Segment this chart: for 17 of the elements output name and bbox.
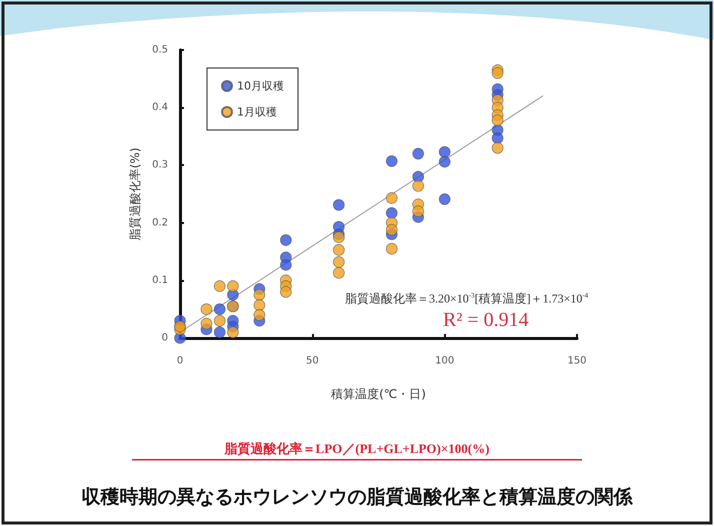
y-axis-title: 脂質過酸化率(%): [128, 148, 142, 240]
x-tick-label: 50: [306, 356, 319, 366]
y-tick-label: 0.4: [152, 102, 168, 114]
annotation: R² = 0.914: [443, 309, 529, 331]
x-tick-label: 100: [435, 356, 454, 366]
x-tick-label: 0: [176, 356, 184, 366]
text: 収穫時期の異なるホウレンソウの脂質過酸化率と積算温度の関係: [82, 486, 634, 508]
y-tick-label: 0: [162, 332, 168, 344]
legend-label: 10月収穫: [237, 80, 284, 92]
y-tick-label: 0.5: [152, 44, 168, 56]
y-tick-label: 0.2: [152, 217, 168, 228]
y-tick-label: 0.3: [152, 160, 168, 171]
x-tick-label: 150: [567, 356, 587, 366]
text: 脂質過酸化率＝LPO／(PL+GL+LPO)×100(%): [224, 441, 490, 456]
legend-label: 1月収穫: [237, 106, 277, 118]
x-axis-title: 積算温度(℃・日): [331, 387, 426, 401]
y-tick-label: 0.1: [152, 274, 168, 286]
